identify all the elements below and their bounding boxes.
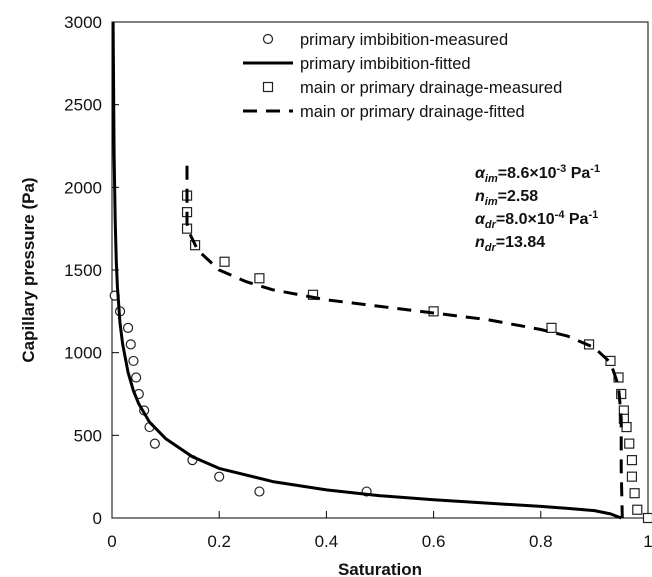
imbibition-measured-point <box>122 322 134 333</box>
x-axis-title: Saturation <box>338 560 422 577</box>
x-tick-label: 0 <box>107 532 116 551</box>
drainage-measured-point <box>626 471 638 482</box>
x-tick-label: 1 <box>643 532 652 551</box>
legend-label: primary imbibition-measured <box>300 31 508 49</box>
drainage-measured-point <box>613 372 624 383</box>
legend-marker-circle <box>262 33 274 45</box>
legend-label: primary imbibition-fitted <box>300 55 471 73</box>
drainage-measured-point <box>307 289 319 300</box>
legend: primary imbibition-measured primary imbib… <box>243 31 562 121</box>
x-tick-label: 0.6 <box>422 532 446 551</box>
plot-area <box>111 21 649 519</box>
drainage-measured-point <box>624 438 635 449</box>
legend-label: main or primary drainage-fitted <box>300 103 525 121</box>
parameter-annotation: ndr=13.84 <box>475 234 545 254</box>
drainage-measured-point <box>605 355 616 367</box>
x-tick-label: 0.8 <box>529 532 553 551</box>
drainage-measured-point <box>629 488 640 499</box>
series-layer <box>109 21 652 524</box>
drainage-measured-point <box>254 273 265 284</box>
legend-marker-square <box>262 81 274 93</box>
y-axis: 0 500 1000 1500 2000 2500 3000 <box>64 13 119 528</box>
y-tick-label: 3000 <box>64 13 102 32</box>
y-tick-label: 1500 <box>64 261 102 280</box>
drainage-measured-point <box>642 512 652 524</box>
y-tick-label: 0 <box>93 509 102 528</box>
imbibition-measured-point <box>149 438 160 449</box>
drainage-measured-point <box>616 388 627 400</box>
y-axis-title: Capillary pressure (Pa) <box>19 177 38 362</box>
imbibition-measured-point <box>214 471 225 482</box>
imbibition-measured-point <box>254 486 265 497</box>
y-tick-label: 2500 <box>64 96 102 115</box>
drainage-measured-point <box>621 421 632 433</box>
drainage-measured-point <box>546 322 557 333</box>
drainage-measured-point <box>632 504 643 515</box>
parameter-annotation: αdr=8.0×10-4 Pa-1 <box>475 209 598 231</box>
x-tick-label: 0.2 <box>207 532 231 551</box>
y-tick-label: 2000 <box>64 178 102 197</box>
x-axis: 0 0.2 0.4 0.6 0.8 1 <box>107 511 652 551</box>
drainage-fitted-line <box>185 165 624 519</box>
parameter-annotation: αim=8.6×10-3 Pa-1 <box>475 163 600 185</box>
y-tick-label: 500 <box>74 426 102 445</box>
parameter-annotation: nim=2.58 <box>475 188 538 208</box>
y-tick-label: 1000 <box>64 344 102 363</box>
imbibition-measured-point <box>131 372 142 383</box>
imbibition-measured-point <box>128 355 139 367</box>
drainage-measured-point <box>626 455 638 466</box>
x-tick-label: 0.4 <box>315 532 339 551</box>
legend-label: main or primary drainage-measured <box>300 79 562 97</box>
imbibition-fitted-line <box>111 21 622 520</box>
imbibition-measured-point <box>125 339 136 350</box>
drainage-measured-point <box>219 256 230 267</box>
